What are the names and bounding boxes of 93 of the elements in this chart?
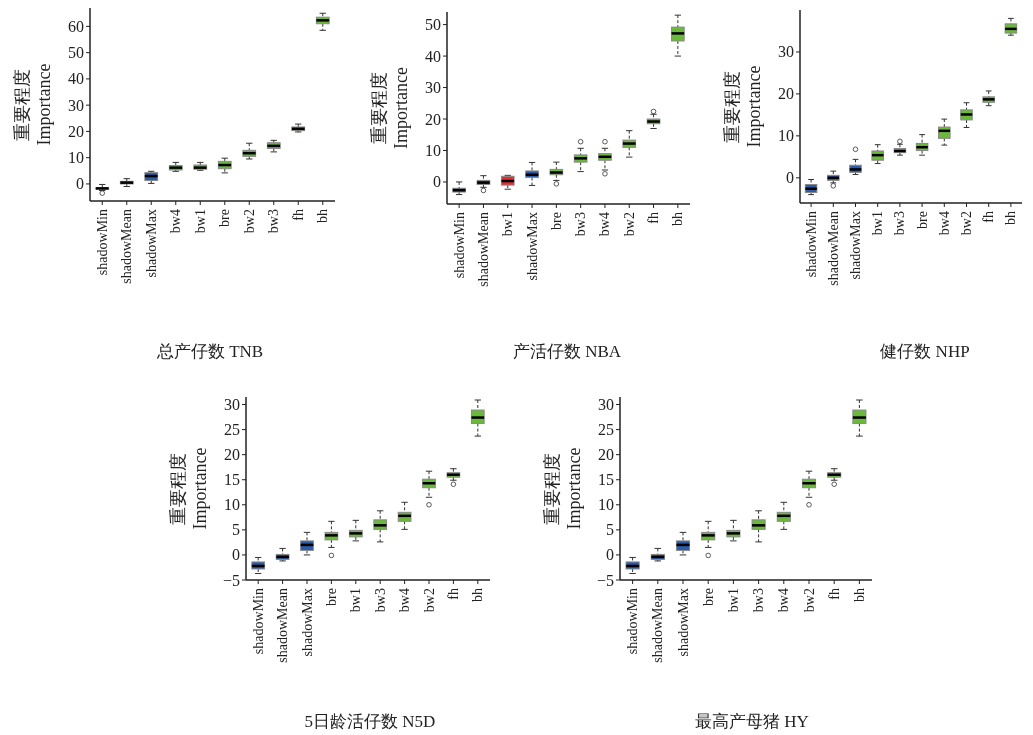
x-tick-label: shadowMax xyxy=(675,588,691,657)
y-tick-label: 10 xyxy=(224,496,240,514)
x-tick-label: bw3 xyxy=(573,212,589,237)
x-tick-label: bre xyxy=(217,209,233,227)
y-tick-label: −5 xyxy=(596,571,614,589)
y-tick-label: 20 xyxy=(425,110,441,128)
x-tick-label: shadowMean xyxy=(275,588,291,663)
x-tick-label: bw3 xyxy=(266,209,282,234)
x-tick-label: bw4 xyxy=(397,588,413,613)
x-tick-label: bh xyxy=(1003,211,1019,225)
x-tick-label: bre xyxy=(548,212,564,230)
x-tick-label: bw4 xyxy=(776,588,792,613)
x-tick-label: bw1 xyxy=(192,209,208,234)
x-tick-label: bw1 xyxy=(870,211,886,236)
y-tick-label: 30 xyxy=(778,43,794,61)
x-tick-label: fh xyxy=(445,588,461,600)
y-tick-label: 25 xyxy=(224,421,240,439)
text: 最高产母猪 HY xyxy=(695,712,809,731)
y-tick-label: 15 xyxy=(224,471,240,489)
y-tick-label: 25 xyxy=(598,421,614,439)
y-axis-title: 重要程度 Importance xyxy=(542,447,584,530)
x-tick-label: shadowMean xyxy=(475,212,491,287)
x-tick-label: shadowMin xyxy=(625,588,641,655)
x-tick-label: bw1 xyxy=(500,212,516,237)
x-tick-label: fh xyxy=(290,209,306,221)
y-tick-label: 40 xyxy=(68,70,84,88)
y-tick-label: 0 xyxy=(433,173,441,191)
x-tick-label: bw1 xyxy=(725,588,741,613)
x-tick-label: shadowMean xyxy=(119,209,135,284)
y-tick-label: 60 xyxy=(68,17,84,35)
y-axis-title: 重要程度 Importance xyxy=(12,63,54,146)
y-axis-title: 重要程度 Importance xyxy=(369,67,411,149)
y-tick-label: 10 xyxy=(68,149,84,167)
x-tick-label: shadowMin xyxy=(94,209,110,276)
text: 5日龄活仔数 N5D xyxy=(304,712,436,731)
y-tick-label: 10 xyxy=(598,496,614,514)
x-tick-label: bre xyxy=(914,211,930,229)
y-axis-title: 重要程度 Importance xyxy=(168,447,210,530)
x-tick-label: bw2 xyxy=(801,588,817,613)
y-tick-label: −5 xyxy=(222,571,240,589)
y-tick-label: 15 xyxy=(598,471,614,489)
x-tick-label: bw4 xyxy=(597,212,613,237)
y-axis-title: 重要程度 Importance xyxy=(722,65,764,148)
x-tick-label: bw2 xyxy=(241,209,257,234)
text: 产活仔数 NBA xyxy=(512,342,622,361)
x-tick-label: bw3 xyxy=(751,588,767,613)
x-tick-label: shadowMax xyxy=(143,209,159,278)
x-tick-label: fh xyxy=(826,588,842,600)
y-tick-label: 0 xyxy=(786,169,794,187)
x-tick-label: shadowMax xyxy=(524,212,540,281)
x-tick-label: bre xyxy=(323,588,339,606)
x-tick-label: bw3 xyxy=(892,211,908,236)
y-tick-label: 30 xyxy=(68,96,84,114)
y-tick-label: 0 xyxy=(606,546,614,564)
y-tick-label: 10 xyxy=(425,141,441,159)
x-tick-label: bw2 xyxy=(621,212,637,237)
x-tick-label: shadowMax xyxy=(848,211,863,280)
x-tick-label: shadowMin xyxy=(451,212,467,279)
x-tick-label: bw3 xyxy=(372,588,388,613)
x-tick-label: bw1 xyxy=(348,588,364,613)
y-tick-label: 20 xyxy=(778,85,794,103)
y-tick-label: 20 xyxy=(598,446,614,464)
x-tick-label: bre xyxy=(700,588,716,606)
text: 健仔数 NHP xyxy=(880,342,970,361)
text: 总产仔数 TNB xyxy=(155,342,264,361)
x-tick-label: shadowMean xyxy=(650,588,666,663)
y-tick-label: 0 xyxy=(76,175,84,193)
x-tick-label: fh xyxy=(646,212,662,224)
y-tick-label: 50 xyxy=(425,16,441,34)
y-tick-label: 20 xyxy=(224,446,240,464)
x-tick-label: bw4 xyxy=(168,209,184,234)
y-tick-label: 5 xyxy=(232,521,240,539)
y-tick-label: 5 xyxy=(606,521,614,539)
x-tick-label: shadowMin xyxy=(803,211,819,278)
y-tick-label: 40 xyxy=(425,47,441,65)
x-tick-label: shadowMin xyxy=(250,588,266,655)
x-tick-label: bh xyxy=(315,209,331,223)
y-tick-label: 30 xyxy=(425,79,441,97)
y-tick-label: 20 xyxy=(68,122,84,140)
x-tick-label: bw2 xyxy=(421,588,437,613)
x-tick-label: bw4 xyxy=(936,211,952,236)
x-tick-label: bh xyxy=(470,588,486,602)
x-tick-label: bw2 xyxy=(959,211,974,236)
y-tick-label: 30 xyxy=(598,396,614,414)
y-tick-label: 10 xyxy=(778,127,794,145)
y-tick-label: 30 xyxy=(224,396,240,414)
x-tick-label: bh xyxy=(670,212,686,226)
x-tick-label: shadowMean xyxy=(825,211,841,286)
x-tick-label: fh xyxy=(981,211,997,223)
x-tick-label: bh xyxy=(851,588,867,602)
x-tick-label: shadowMax xyxy=(299,588,315,657)
y-tick-label: 0 xyxy=(232,546,240,564)
y-tick-label: 50 xyxy=(68,44,84,62)
